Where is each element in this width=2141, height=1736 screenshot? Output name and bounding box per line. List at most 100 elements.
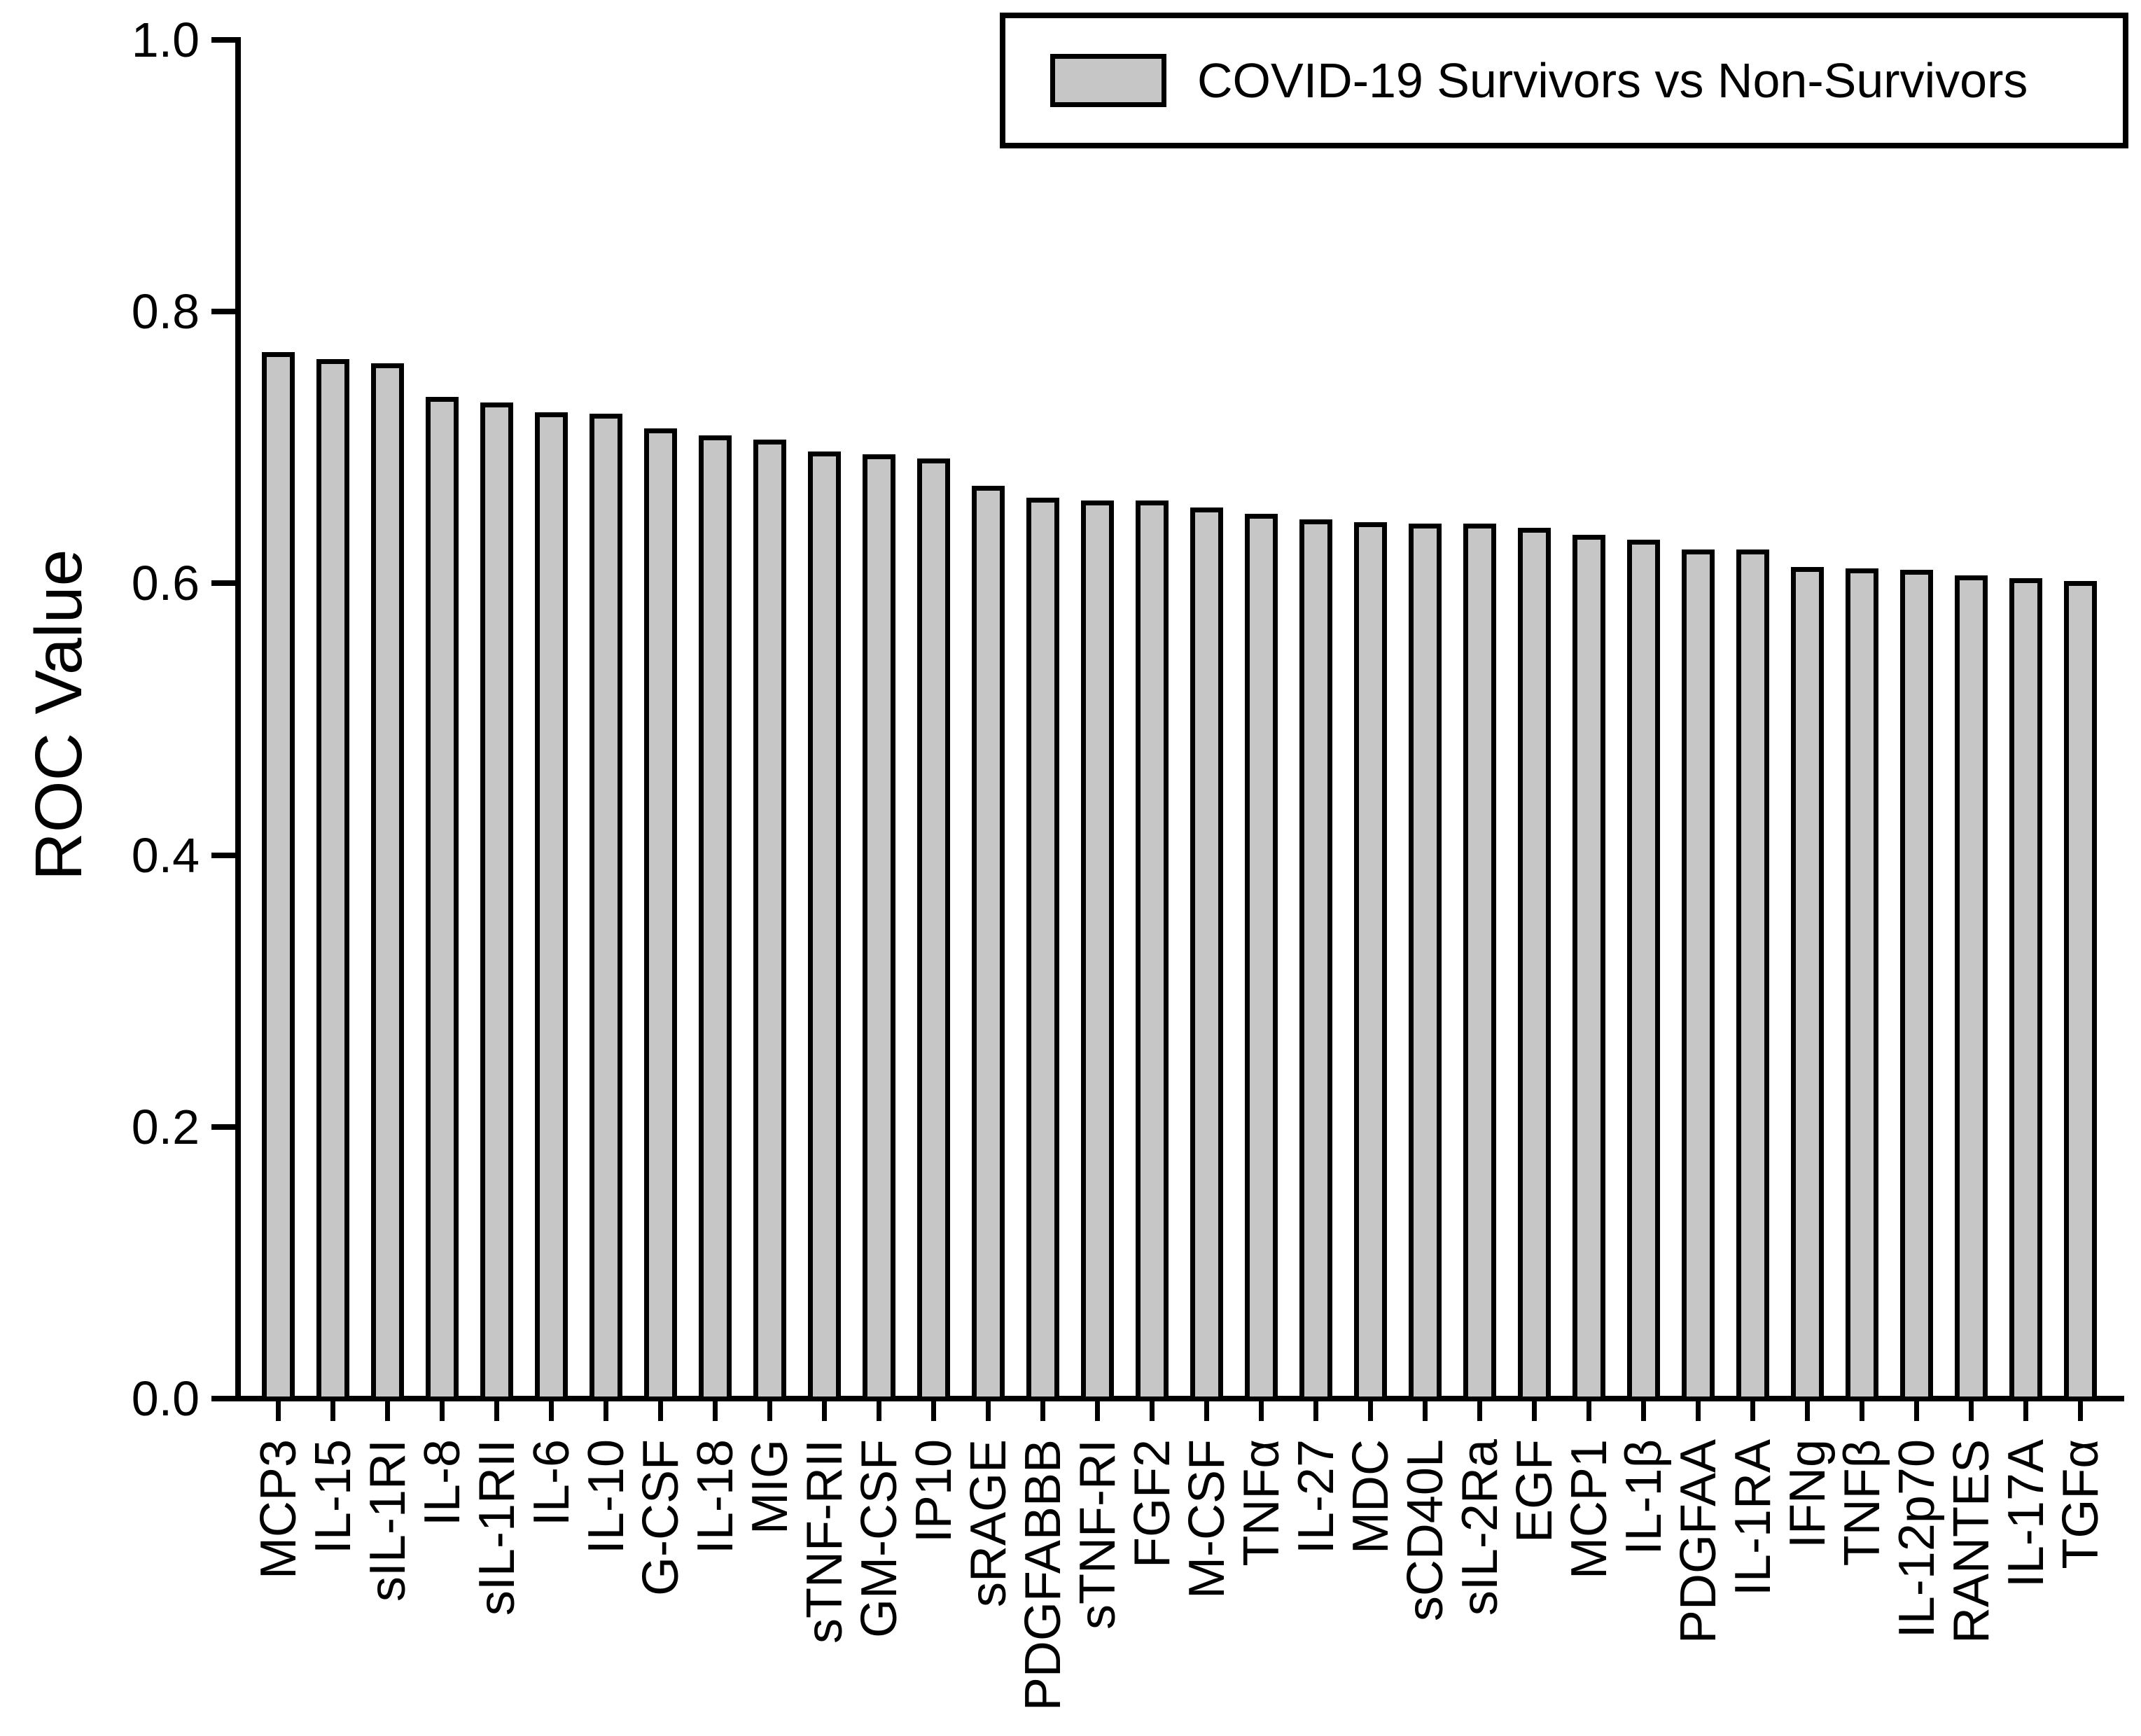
y-tick xyxy=(211,1396,235,1401)
bar-sIL-1RII xyxy=(480,402,513,1401)
y-tick-label: 0.6 xyxy=(131,556,200,611)
y-tick xyxy=(211,309,235,315)
y-tick xyxy=(211,1124,235,1130)
bar-PDGFAA xyxy=(1682,550,1715,1401)
x-tick xyxy=(276,1401,281,1421)
bar-TNFα xyxy=(1245,514,1278,1401)
x-tick-label: M-CSF xyxy=(1179,1439,1235,1599)
y-axis-line xyxy=(235,37,241,1401)
bar-IL-1β xyxy=(1627,540,1660,1401)
legend-label: COVID-19 Survivors vs Non-Survivors xyxy=(1197,53,2028,108)
x-tick xyxy=(1150,1401,1155,1421)
x-tick xyxy=(2023,1401,2028,1421)
x-tick xyxy=(1313,1401,1318,1421)
x-tick-label: GM-CSF xyxy=(851,1439,907,1638)
x-tick-label: sIL-2Ra xyxy=(1452,1439,1508,1616)
x-tick xyxy=(440,1401,445,1421)
x-tick xyxy=(877,1401,881,1421)
x-tick xyxy=(1204,1401,1209,1421)
x-axis-line xyxy=(235,1396,2124,1401)
bar-sRAGE xyxy=(972,486,1005,1401)
x-tick-label: TNFα xyxy=(1234,1439,1290,1567)
bar-IL-6 xyxy=(535,412,568,1401)
y-tick xyxy=(211,580,235,587)
x-tick-label: IL-18 xyxy=(688,1439,744,1555)
x-tick xyxy=(2078,1401,2083,1421)
x-tick xyxy=(986,1401,991,1421)
x-tick-label: IL-15 xyxy=(305,1439,361,1555)
bar-RANTES xyxy=(1955,575,1988,1401)
bar-IL-18 xyxy=(699,435,732,1401)
bar-M-CSF xyxy=(1190,507,1223,1401)
legend-swatch xyxy=(1050,54,1166,107)
x-tick xyxy=(767,1401,772,1421)
x-tick xyxy=(1860,1401,1864,1421)
x-tick xyxy=(1969,1401,1974,1421)
x-tick-label: MCP1 xyxy=(1561,1439,1617,1580)
x-tick xyxy=(1095,1401,1100,1421)
bar-MIG xyxy=(753,440,786,1401)
x-tick xyxy=(931,1401,936,1421)
bar-sIL-2Ra xyxy=(1463,524,1496,1401)
bar-sTNF-RI xyxy=(1081,500,1114,1401)
x-tick-label: IL-27 xyxy=(1288,1439,1344,1555)
x-tick xyxy=(1368,1401,1373,1421)
bar-IL-27 xyxy=(1299,519,1332,1401)
x-tick-label: IL-1β xyxy=(1616,1439,1672,1555)
x-tick-label: RANTES xyxy=(1944,1439,2000,1644)
x-tick-label: G-CSF xyxy=(633,1439,689,1596)
bar-TNFβ xyxy=(1846,568,1878,1401)
bar-sTNF-RII xyxy=(808,451,841,1401)
x-tick xyxy=(1914,1401,1919,1421)
x-tick xyxy=(1040,1401,1045,1421)
x-tick-label: sCD40L xyxy=(1397,1439,1453,1622)
x-tick-label: IL-12p70 xyxy=(1889,1439,1945,1639)
x-tick xyxy=(1750,1401,1755,1421)
x-tick xyxy=(494,1401,499,1421)
bar-PDGFABBB xyxy=(1026,498,1059,1401)
y-tick-label: 0.2 xyxy=(131,1099,200,1154)
x-tick-label: TNFβ xyxy=(1834,1439,1890,1567)
y-tick-label: 0.0 xyxy=(131,1371,200,1426)
x-tick xyxy=(549,1401,554,1421)
x-tick-label: TGFα xyxy=(2053,1439,2109,1569)
bar-IL-12p70 xyxy=(1900,570,1933,1401)
bar-G-CSF xyxy=(644,428,677,1401)
x-tick-label: IL-6 xyxy=(524,1439,580,1527)
x-tick-label: sTNF-RI xyxy=(1070,1439,1126,1630)
bar-IP10 xyxy=(917,458,950,1401)
bar-IL-1RA xyxy=(1736,550,1769,1401)
bar-sIL-1RI xyxy=(371,363,404,1401)
x-tick xyxy=(330,1401,335,1421)
x-tick-label: IP10 xyxy=(906,1439,962,1544)
bar-TGFα xyxy=(2064,581,2097,1401)
x-tick xyxy=(1423,1401,1428,1421)
x-tick-label: EGF xyxy=(1507,1439,1563,1544)
x-tick-label: MIG xyxy=(742,1439,798,1534)
x-tick xyxy=(822,1401,827,1421)
bar-FGF2 xyxy=(1136,500,1169,1401)
x-tick xyxy=(385,1401,390,1421)
x-tick-label: sIL-1RII xyxy=(469,1439,525,1616)
x-tick xyxy=(1259,1401,1264,1421)
bar-IL-17A xyxy=(2009,578,2042,1401)
bar-MDC xyxy=(1354,522,1387,1401)
bar-EGF xyxy=(1518,528,1551,1401)
bar-MCP1 xyxy=(1572,535,1605,1401)
x-tick-label: IFNg xyxy=(1780,1439,1836,1549)
x-tick-label: IL-17A xyxy=(1998,1439,2054,1588)
x-tick xyxy=(1696,1401,1701,1421)
x-tick xyxy=(1805,1401,1810,1421)
y-tick-label: 0.8 xyxy=(131,284,200,340)
x-tick xyxy=(1532,1401,1537,1421)
x-tick xyxy=(1586,1401,1591,1421)
x-tick xyxy=(1477,1401,1482,1421)
x-tick-label: PDGFABBB xyxy=(1015,1439,1071,1712)
bar-MCP3 xyxy=(262,352,295,1401)
x-tick-label: IL-8 xyxy=(414,1439,470,1527)
x-tick xyxy=(604,1401,608,1421)
x-tick-label: PDGFAA xyxy=(1671,1439,1727,1644)
y-tick xyxy=(211,852,235,858)
y-tick-label: 0.4 xyxy=(131,827,200,883)
